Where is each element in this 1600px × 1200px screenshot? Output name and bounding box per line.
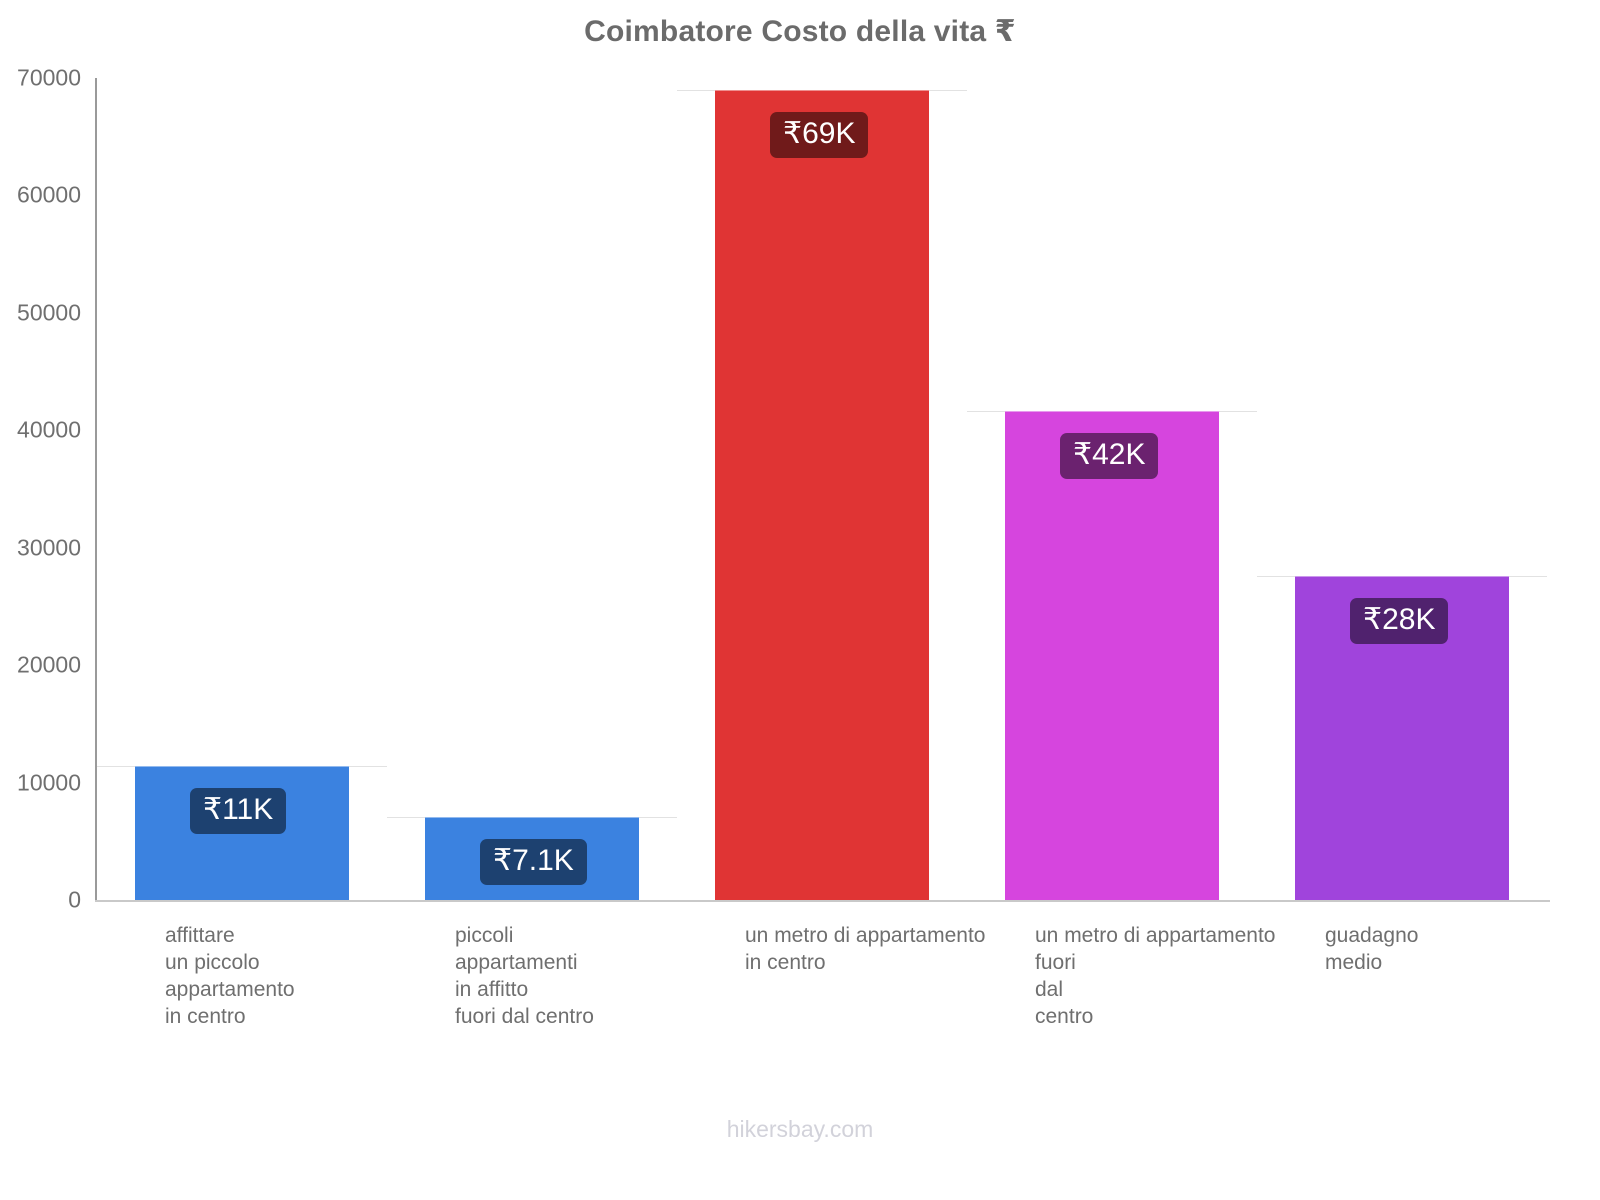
- bar-value-label: ₹7.1K: [480, 838, 587, 885]
- y-tick-label: 40000: [17, 416, 81, 443]
- y-tick-label: 60000: [17, 181, 81, 208]
- chart-title: Coimbatore Costo della vita ₹: [584, 15, 1016, 48]
- y-tick-label: 70000: [17, 64, 81, 91]
- bar[interactable]: [1005, 411, 1219, 900]
- y-axis-line: [95, 78, 97, 902]
- x-axis-label: affittare un piccolo appartamento in cen…: [165, 924, 295, 1028]
- bar-top-highlight: [715, 89, 929, 91]
- x-axis-label: guadagno medio: [1325, 924, 1419, 974]
- x-axis-label: un metro di appartamento fuori dal centr…: [1035, 924, 1276, 1028]
- bar[interactable]: [715, 89, 929, 900]
- y-tick-label: 30000: [17, 534, 81, 561]
- y-tick-label: 10000: [17, 769, 81, 796]
- x-axis-label: un metro di appartamento in centro: [745, 924, 986, 974]
- watermark-hikersbay: hikersbay.com: [726, 1116, 874, 1142]
- bar-top-highlight: [425, 816, 639, 818]
- bar-value-label: ₹28K: [1350, 597, 1449, 644]
- bar-value-label: ₹42K: [1060, 433, 1159, 480]
- y-tick-label: 20000: [17, 651, 81, 678]
- bar-top-highlight: [135, 766, 349, 768]
- x-axis-label: piccoli appartamenti in affitto fuori da…: [455, 924, 594, 1028]
- y-tick-label: 0: [68, 886, 81, 913]
- bar-top-highlight: [1295, 575, 1509, 577]
- y-tick-label: 50000: [17, 299, 81, 326]
- bar-value-label: ₹69K: [770, 111, 869, 158]
- bar-value-label: ₹11K: [190, 788, 287, 835]
- x-axis-line: [95, 900, 1550, 902]
- bar-top-highlight: [1005, 411, 1219, 413]
